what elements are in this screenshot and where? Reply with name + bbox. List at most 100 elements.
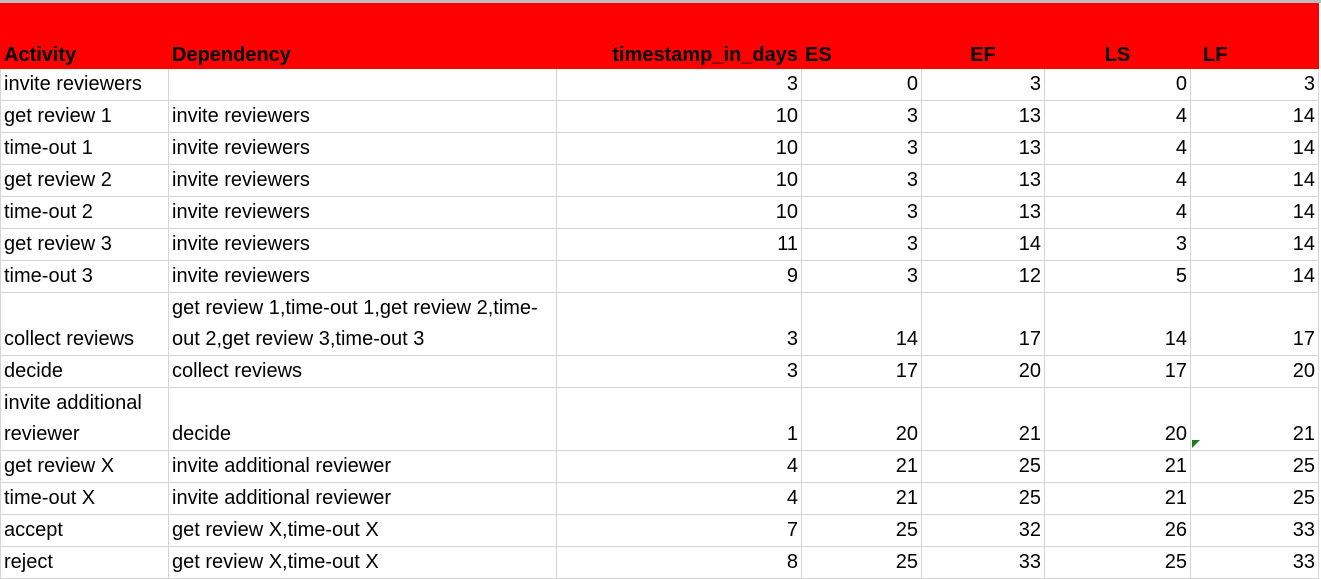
cell-timestamp[interactable]: 10 (556, 100, 802, 133)
cell-es[interactable]: 21 (801, 450, 922, 483)
cell-ls[interactable]: 26 (1044, 514, 1191, 547)
cell-dependency[interactable]: invite reviewers (168, 228, 557, 261)
cell-ef[interactable]: 13 (921, 164, 1045, 197)
cell-ef[interactable]: 20 (921, 355, 1045, 388)
cell-ls[interactable]: 0 (1044, 68, 1191, 101)
cell-ls[interactable]: 17 (1044, 355, 1191, 388)
cell-dependency[interactable]: collect reviews (168, 355, 557, 388)
cell-ef[interactable]: 17 (921, 292, 1045, 356)
cell-es[interactable]: 3 (801, 228, 922, 261)
cell-activity[interactable]: collect reviews (0, 292, 169, 356)
cell-es[interactable]: 25 (801, 546, 922, 579)
cell-activity[interactable]: reject (0, 546, 169, 579)
cell-activity[interactable]: invite additional reviewer (0, 387, 169, 451)
cell-ls[interactable]: 4 (1044, 164, 1191, 197)
cell-ls[interactable]: 4 (1044, 100, 1191, 133)
header-timestamp[interactable]: timestamp_in_days (556, 3, 802, 69)
cell-dependency[interactable]: decide (168, 387, 557, 451)
cell-lf[interactable]: 14 (1190, 100, 1319, 133)
cell-ef[interactable]: 21 (921, 387, 1045, 451)
cell-dependency[interactable]: invite additional reviewer (168, 450, 557, 483)
cell-lf[interactable]: 14 (1190, 132, 1319, 165)
cell-timestamp[interactable]: 11 (556, 228, 802, 261)
cell-lf[interactable]: 14 (1190, 260, 1319, 293)
cell-activity[interactable]: get review 1 (0, 100, 169, 133)
cell-activity[interactable]: time-out X (0, 482, 169, 515)
cell-activity[interactable]: accept (0, 514, 169, 547)
cell-timestamp[interactable]: 7 (556, 514, 802, 547)
cell-es[interactable]: 3 (801, 196, 922, 229)
cell-ef[interactable]: 14 (921, 228, 1045, 261)
cell-lf[interactable]: 14 (1190, 196, 1319, 229)
cell-activity[interactable]: decide (0, 355, 169, 388)
cell-ef[interactable]: 25 (921, 482, 1045, 515)
cell-dependency[interactable]: get review X,time-out X (168, 546, 557, 579)
cell-ls[interactable]: 5 (1044, 260, 1191, 293)
cell-timestamp[interactable]: 3 (556, 292, 802, 356)
cell-dependency[interactable]: invite reviewers (168, 196, 557, 229)
cell-lf[interactable]: 3 (1190, 68, 1319, 101)
cell-es[interactable]: 14 (801, 292, 922, 356)
cell-ls[interactable]: 3 (1044, 228, 1191, 261)
cell-ls[interactable]: 21 (1044, 482, 1191, 515)
cell-ef[interactable]: 13 (921, 132, 1045, 165)
cell-activity[interactable]: time-out 3 (0, 260, 169, 293)
cell-activity[interactable]: invite reviewers (0, 68, 169, 101)
cell-activity[interactable]: time-out 2 (0, 196, 169, 229)
header-lf[interactable]: LF (1190, 3, 1319, 69)
cell-ef[interactable]: 32 (921, 514, 1045, 547)
cell-ef[interactable]: 3 (921, 68, 1045, 101)
cell-lf[interactable]: 17 (1190, 292, 1319, 356)
cell-ef[interactable]: 33 (921, 546, 1045, 579)
cell-timestamp[interactable]: 3 (556, 355, 802, 388)
cell-lf[interactable]: 20 (1190, 355, 1319, 388)
cell-timestamp[interactable]: 4 (556, 482, 802, 515)
comment-indicator-icon[interactable] (1192, 440, 1200, 448)
cell-timestamp[interactable]: 4 (556, 450, 802, 483)
cell-es[interactable]: 20 (801, 387, 922, 451)
cell-timestamp[interactable]: 8 (556, 546, 802, 579)
cell-activity[interactable]: get review X (0, 450, 169, 483)
cell-timestamp[interactable]: 10 (556, 164, 802, 197)
cell-timestamp[interactable]: 10 (556, 132, 802, 165)
cell-dependency[interactable]: invite reviewers (168, 164, 557, 197)
cell-dependency[interactable]: invite reviewers (168, 132, 557, 165)
cell-activity[interactable]: time-out 1 (0, 132, 169, 165)
cell-ls[interactable]: 21 (1044, 450, 1191, 483)
cell-lf[interactable]: 14 (1190, 164, 1319, 197)
cell-ef[interactable]: 13 (921, 100, 1045, 133)
cell-timestamp[interactable]: 9 (556, 260, 802, 293)
cell-ef[interactable]: 25 (921, 450, 1045, 483)
cell-ls[interactable]: 4 (1044, 132, 1191, 165)
cell-lf[interactable]: 25 (1190, 482, 1319, 515)
cell-activity[interactable]: get review 2 (0, 164, 169, 197)
header-dependency[interactable]: Dependency (168, 3, 557, 69)
cell-ls[interactable]: 20 (1044, 387, 1191, 451)
cell-lf[interactable]: 21 (1190, 387, 1319, 451)
cell-ef[interactable]: 13 (921, 196, 1045, 229)
cell-lf[interactable]: 14 (1190, 228, 1319, 261)
cell-dependency[interactable] (168, 68, 557, 101)
header-ls[interactable]: LS (1044, 3, 1191, 69)
cell-es[interactable]: 3 (801, 100, 922, 133)
cell-es[interactable]: 0 (801, 68, 922, 101)
header-es[interactable]: ES (801, 3, 922, 69)
cell-dependency[interactable]: invite reviewers (168, 100, 557, 133)
cell-ls[interactable]: 14 (1044, 292, 1191, 356)
cell-timestamp[interactable]: 10 (556, 196, 802, 229)
cell-lf[interactable]: 33 (1190, 546, 1319, 579)
cell-ef[interactable]: 12 (921, 260, 1045, 293)
cell-dependency[interactable]: invite additional reviewer (168, 482, 557, 515)
cell-es[interactable]: 3 (801, 132, 922, 165)
cell-lf[interactable]: 33 (1190, 514, 1319, 547)
cell-es[interactable]: 25 (801, 514, 922, 547)
cell-es[interactable]: 17 (801, 355, 922, 388)
cell-es[interactable]: 21 (801, 482, 922, 515)
cell-ls[interactable]: 4 (1044, 196, 1191, 229)
cell-lf[interactable]: 25 (1190, 450, 1319, 483)
cell-dependency[interactable]: get review X,time-out X (168, 514, 557, 547)
cell-timestamp[interactable]: 3 (556, 68, 802, 101)
cell-es[interactable]: 3 (801, 260, 922, 293)
cell-es[interactable]: 3 (801, 164, 922, 197)
